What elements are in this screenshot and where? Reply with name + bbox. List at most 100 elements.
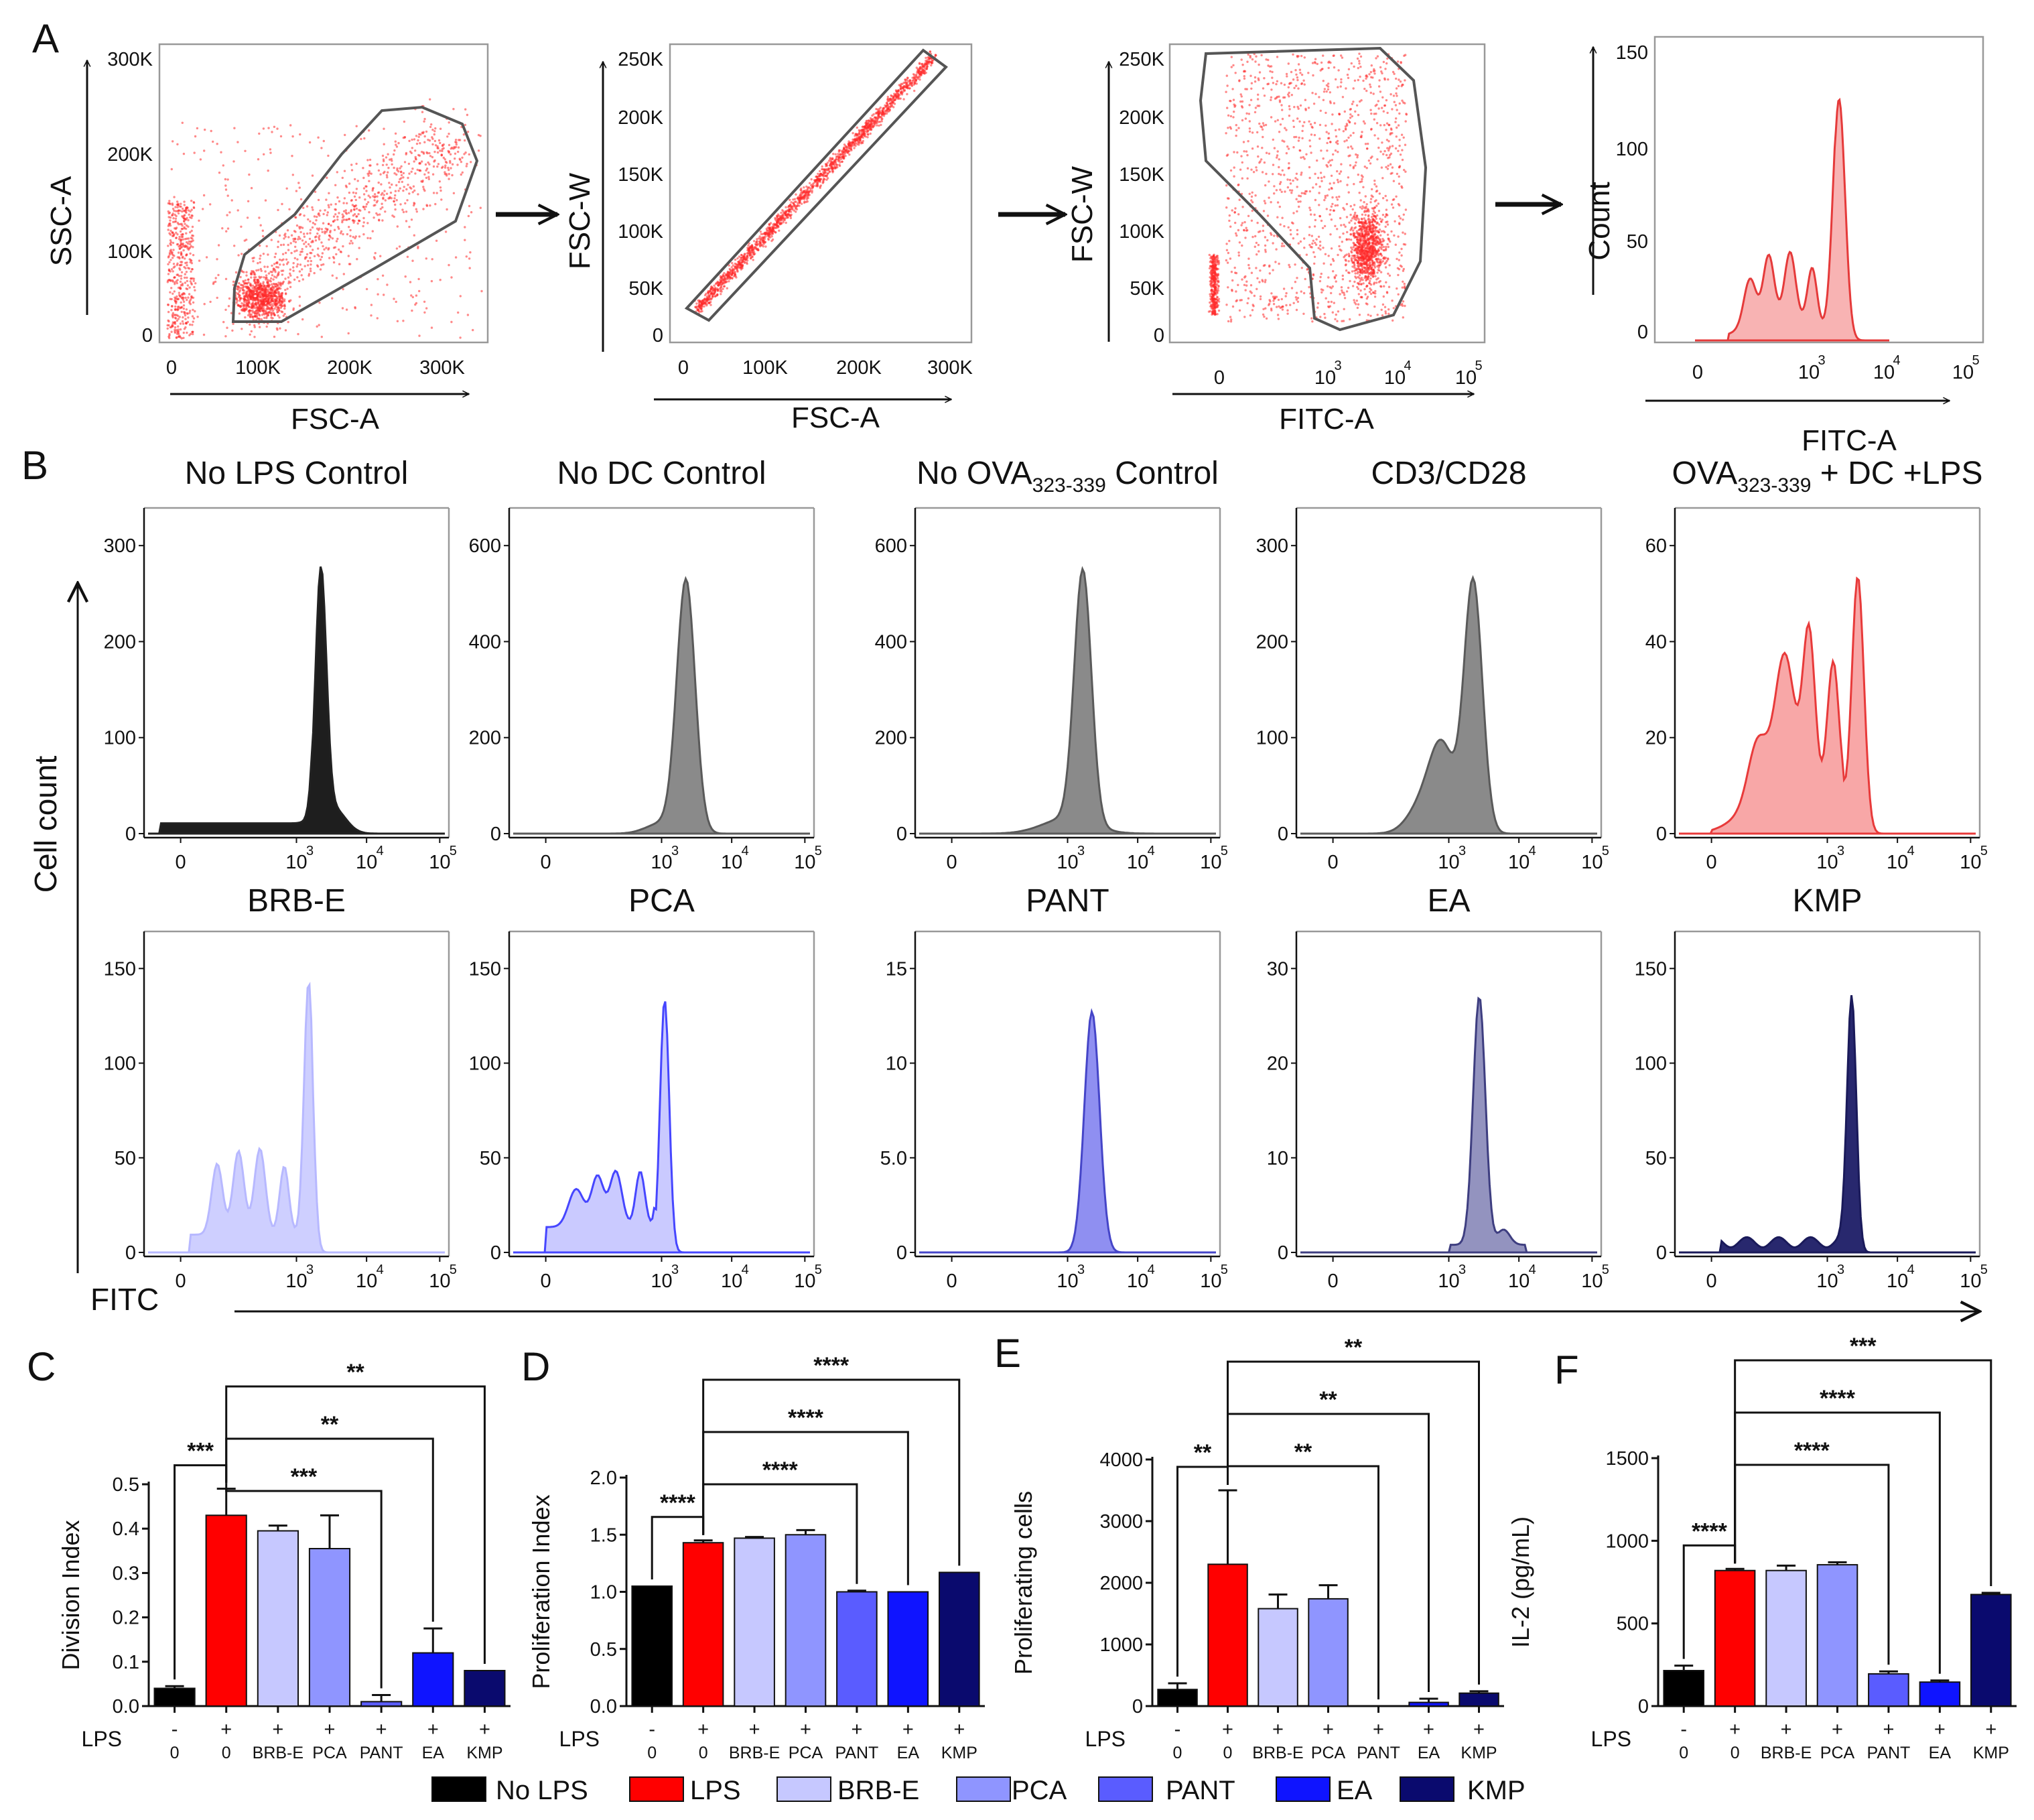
event-dot [171, 231, 174, 234]
event-dot [450, 147, 452, 150]
event-dot [369, 237, 372, 240]
event-dot [180, 275, 183, 277]
event-dot [368, 180, 370, 182]
event-dot [244, 282, 247, 285]
event-dot [873, 116, 876, 119]
event-dot [767, 237, 770, 241]
event-dot [1244, 117, 1247, 120]
event-dot [187, 218, 190, 222]
event-dot [264, 199, 267, 202]
event-dot [240, 304, 243, 308]
event-dot [226, 178, 229, 181]
event-dot [401, 180, 403, 184]
event-dot [1330, 300, 1333, 304]
event-dot [182, 152, 186, 155]
event-dot [176, 308, 179, 310]
event-dot [227, 305, 230, 308]
event-dot [1401, 99, 1404, 102]
event-dot [362, 216, 365, 220]
event-dot [216, 296, 218, 300]
y-tick: 0 [142, 325, 153, 346]
event-dot [1244, 237, 1247, 239]
event-dot [1275, 296, 1278, 298]
event-dot [167, 212, 170, 215]
event-dot [1344, 225, 1347, 228]
event-dot [188, 267, 191, 270]
event-dot [752, 253, 756, 256]
event-dot [299, 263, 302, 266]
event-dot [1270, 99, 1272, 101]
event-dot [1384, 225, 1387, 228]
event-dot [448, 263, 450, 267]
event-dot [823, 168, 826, 171]
event-dot [177, 204, 180, 206]
event-dot [821, 165, 823, 168]
event-dot [1283, 174, 1286, 176]
event-dot [185, 241, 188, 244]
event-dot [464, 239, 466, 241]
event-dot [378, 218, 381, 221]
event-dot [279, 284, 282, 287]
event-dot [388, 197, 391, 200]
event-dot [1392, 206, 1395, 209]
event-dot [267, 253, 269, 256]
event-dot [795, 193, 797, 196]
event-dot [1290, 82, 1292, 84]
event-dot [1292, 237, 1295, 240]
event-dot [277, 208, 279, 212]
event-dot [731, 277, 734, 279]
event-dot [754, 246, 757, 249]
event-dot [703, 305, 705, 308]
event-dot [1394, 121, 1397, 123]
event-dot [1381, 141, 1383, 144]
event-dot [923, 70, 927, 73]
event-dot [1327, 276, 1330, 279]
event-dot [770, 235, 773, 238]
event-dot [466, 314, 470, 316]
event-dot [344, 133, 346, 137]
event-dot [350, 199, 353, 202]
event-dot [320, 147, 323, 149]
event-dot [431, 155, 434, 159]
event-dot [265, 316, 268, 320]
event-dot [217, 273, 220, 277]
event-dot [1317, 176, 1320, 180]
event-dot [338, 263, 341, 265]
event-dot [277, 271, 280, 274]
event-dot [1361, 131, 1363, 133]
event-dot [906, 76, 909, 79]
event-dot [271, 307, 273, 310]
event-dot [1377, 210, 1381, 212]
event-dot [354, 178, 356, 181]
event-dot [1294, 177, 1297, 180]
event-dot [1320, 180, 1323, 182]
event-dot [425, 307, 428, 310]
event-dot [178, 316, 181, 318]
event-dot [190, 332, 192, 335]
event-dot [412, 185, 415, 188]
event-dot [1232, 116, 1235, 119]
event-dot [337, 226, 340, 229]
event-dot [171, 279, 174, 282]
x-axis-label: FSC-A [791, 401, 880, 434]
event-dot [299, 198, 303, 201]
event-dot [1230, 318, 1233, 321]
event-dot [339, 250, 342, 253]
event-dot [320, 263, 323, 267]
event-dot [927, 62, 931, 65]
event-dot [886, 95, 890, 99]
event-dot [245, 301, 248, 304]
event-dot [425, 130, 428, 133]
event-dot [176, 298, 178, 300]
event-dot [179, 322, 182, 325]
event-dot [263, 291, 266, 294]
event-dot [386, 176, 389, 179]
event-dot [903, 88, 906, 92]
event-dot [269, 301, 272, 304]
event-dot [265, 325, 268, 328]
event-dot [841, 153, 845, 156]
event-dot [320, 336, 323, 338]
event-dot [1229, 257, 1232, 260]
event-dot [1229, 320, 1233, 323]
event-dot [1296, 233, 1299, 236]
